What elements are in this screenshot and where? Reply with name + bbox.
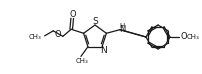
Text: N: N: [99, 46, 106, 55]
Text: N: N: [118, 25, 124, 34]
Text: O: O: [54, 30, 61, 39]
Text: O: O: [180, 32, 186, 42]
Text: CH₃: CH₃: [75, 58, 88, 64]
Text: CH₃: CH₃: [186, 34, 199, 40]
Text: S: S: [92, 17, 98, 26]
Text: CH₃: CH₃: [29, 34, 41, 40]
Text: H: H: [119, 23, 124, 29]
Text: O: O: [69, 10, 76, 19]
